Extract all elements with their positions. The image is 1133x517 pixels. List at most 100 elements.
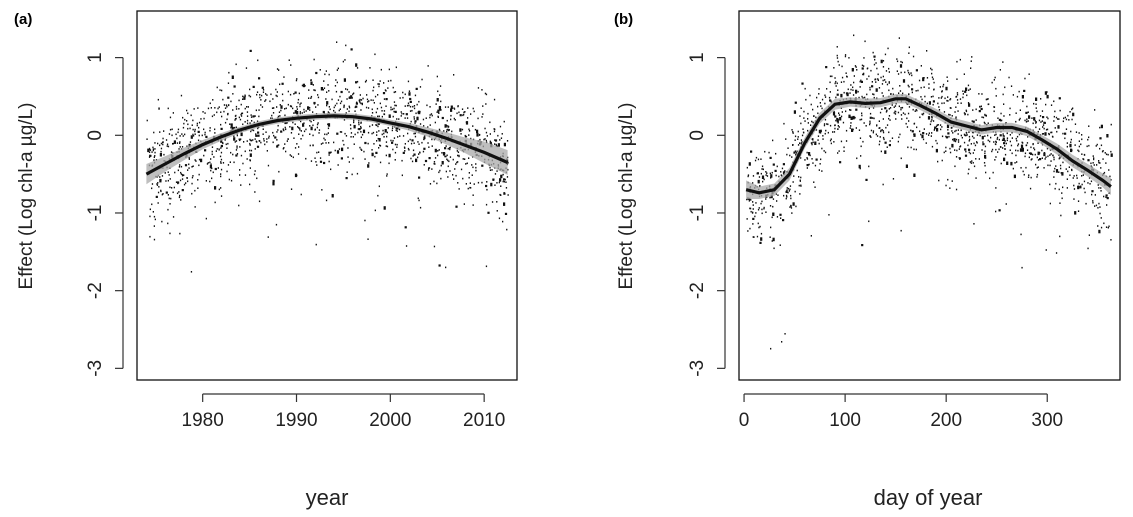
panel-a-data-point bbox=[289, 93, 292, 96]
panel-b-data-point bbox=[1011, 137, 1013, 139]
panel-a-data-point bbox=[468, 176, 470, 179]
panel-b-data-point bbox=[1026, 142, 1029, 144]
panel-b-data-point bbox=[933, 88, 935, 91]
panel-b-data-point bbox=[811, 158, 813, 160]
panel-a-data-point bbox=[386, 145, 389, 148]
panel-b-data-point bbox=[847, 88, 849, 91]
panel-b-data-point bbox=[1061, 172, 1064, 176]
panel-b-data-point bbox=[1023, 89, 1026, 92]
panel-b-data-point bbox=[1081, 138, 1083, 141]
panel-a-data-point bbox=[198, 173, 200, 176]
panel-a-data-point bbox=[413, 116, 415, 118]
panel-b-data-point bbox=[823, 150, 825, 152]
panel-a-data-point bbox=[355, 102, 358, 105]
panel-b-data-point bbox=[1100, 217, 1102, 219]
panel-a-data-point bbox=[367, 101, 369, 103]
panel-a-data-point bbox=[500, 175, 502, 177]
panel-a-data-point bbox=[146, 119, 148, 122]
panel-b-data-point bbox=[829, 124, 832, 127]
panel-b-data-point bbox=[750, 150, 753, 153]
panel-a-data-point bbox=[330, 151, 332, 154]
panel-a-data-point bbox=[189, 141, 192, 143]
panel-b-data-point bbox=[1037, 130, 1039, 133]
panel-a-data-point bbox=[486, 188, 488, 191]
panel-b-data-point bbox=[1020, 167, 1022, 169]
panel-a-data-point bbox=[368, 100, 370, 102]
panel-b-data-point bbox=[941, 159, 943, 162]
panel-b-data-point bbox=[860, 80, 863, 83]
panel-b-data-point bbox=[806, 164, 809, 167]
panel-b-data-point bbox=[1035, 122, 1037, 124]
panel-b-data-point bbox=[817, 112, 819, 115]
panel-b-data-point bbox=[978, 110, 981, 113]
panel-a-data-point bbox=[220, 161, 222, 163]
panel-b-data-point bbox=[800, 107, 802, 109]
panel-a-data-point bbox=[421, 78, 423, 81]
panel-b-data-point bbox=[900, 71, 902, 74]
panel-a-data-point bbox=[300, 138, 302, 140]
panel-b-data-point bbox=[905, 122, 907, 125]
panel-a-data-point bbox=[386, 135, 388, 138]
panel-b-data-point bbox=[1018, 90, 1020, 93]
panel-b-data-point bbox=[1032, 122, 1034, 125]
panel-a-data-point bbox=[223, 110, 225, 113]
panel-b-data-point bbox=[834, 77, 836, 79]
panel-b-data-point bbox=[910, 146, 912, 149]
panel-b-data-point bbox=[881, 92, 883, 94]
panel-b-data-point bbox=[1064, 116, 1066, 119]
panel-b-data-point bbox=[810, 124, 812, 126]
panel-b-data-point bbox=[999, 119, 1001, 121]
panel-b-data-point bbox=[877, 78, 879, 80]
panel-b-data-point bbox=[1025, 166, 1027, 169]
panel-a-data-point bbox=[486, 181, 488, 183]
panel-b-data-point bbox=[769, 205, 772, 207]
panel-a-data-point bbox=[471, 164, 473, 166]
panel-b-data-point bbox=[991, 81, 993, 84]
panel-a-data-point bbox=[383, 136, 385, 138]
panel-a-data-point bbox=[167, 222, 169, 225]
panel-a-data-point bbox=[234, 119, 236, 121]
panel-b-plot-frame bbox=[738, 10, 1121, 381]
panel-b-data-point bbox=[855, 89, 858, 94]
panel-a-data-point bbox=[222, 98, 224, 101]
panel-a-data-point bbox=[265, 131, 267, 133]
panel-a-data-point bbox=[423, 147, 426, 150]
panel-a-data-point bbox=[181, 174, 184, 177]
panel-b-data-point bbox=[1083, 187, 1085, 190]
panel-a-data-point bbox=[444, 106, 447, 108]
panel-a-data-point bbox=[362, 129, 366, 134]
panel-a-data-point bbox=[387, 127, 389, 129]
panel-b-data-point bbox=[866, 93, 868, 96]
panel-b-data-point bbox=[772, 198, 775, 200]
panel-b-data-point bbox=[882, 95, 884, 97]
panel-a-data-point bbox=[343, 105, 345, 107]
panel-b-data-point bbox=[848, 57, 850, 59]
panel-b-data-point bbox=[1066, 187, 1068, 189]
panel-a-data-point bbox=[205, 217, 207, 220]
panel-b-data-point bbox=[1008, 76, 1010, 79]
panel-b-data-point bbox=[891, 104, 893, 106]
panel-b-data-point bbox=[1011, 131, 1013, 134]
panel-a-data-point bbox=[391, 127, 394, 129]
panel-b-data-point bbox=[1049, 154, 1051, 156]
panel-b-data-point bbox=[978, 93, 980, 95]
panel-b-data-point bbox=[754, 215, 756, 218]
panel-a-data-point bbox=[429, 116, 431, 119]
panel-b-data-point bbox=[870, 129, 873, 132]
panel-a-data-point bbox=[417, 197, 419, 200]
panel-b-data-point bbox=[955, 129, 957, 132]
panel-a-data-point bbox=[289, 105, 292, 107]
panel-b-data-point bbox=[955, 188, 958, 191]
panel-a-data-point bbox=[407, 102, 410, 105]
panel-a-data-point bbox=[211, 115, 214, 118]
panel-a-data-point bbox=[436, 182, 438, 185]
panel-b-data-point bbox=[855, 108, 858, 111]
panel-b-data-point bbox=[776, 165, 778, 168]
panel-b-data-point bbox=[987, 98, 989, 100]
panel-b-data-point bbox=[861, 67, 864, 70]
panel-b-data-point bbox=[854, 65, 857, 67]
panel-b-data-point bbox=[941, 126, 943, 128]
panel-a-data-point bbox=[292, 121, 294, 124]
panel-b-data-point bbox=[770, 174, 773, 178]
panel-a-data-point bbox=[431, 114, 433, 117]
